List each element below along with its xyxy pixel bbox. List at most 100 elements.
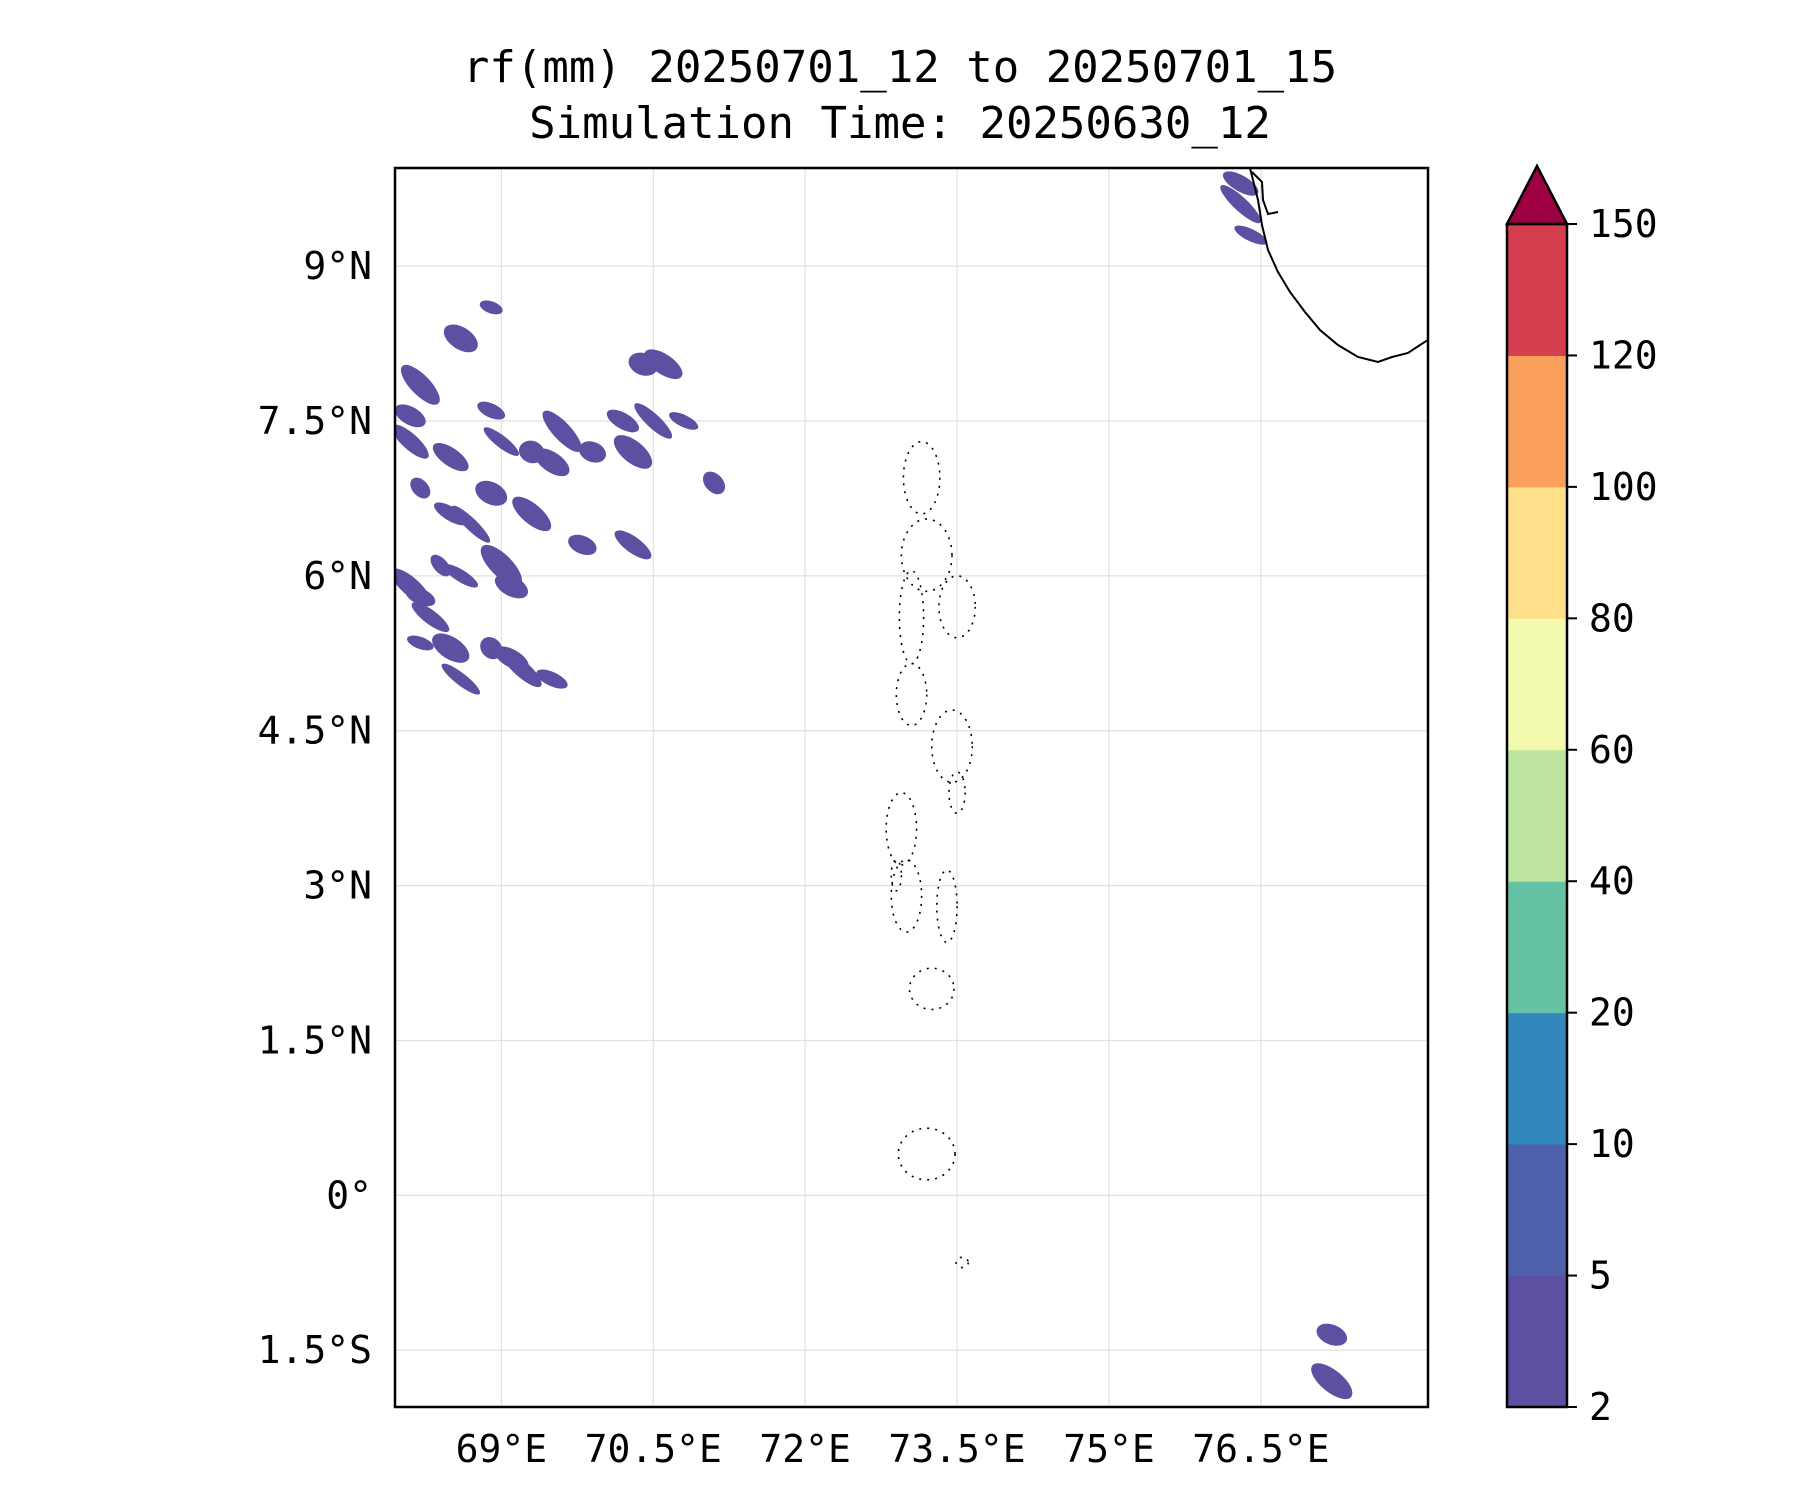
atoll-outline: [936, 869, 958, 944]
atoll-outline: [902, 440, 941, 515]
atoll-outline: [898, 569, 925, 665]
rain-cell: [614, 530, 652, 560]
atoll-outline: [955, 1256, 970, 1269]
rain-cell: [702, 471, 726, 495]
rain-cell: [501, 650, 542, 688]
lon-tick-label: 76.5°E: [1192, 1427, 1329, 1471]
rain-cell: [1311, 1363, 1353, 1400]
lon-tick-label: 73.5°E: [888, 1427, 1025, 1471]
latitude-tick-labels: 9°N 7.5°N 6°N 4.5°N 3°N 1.5°N 0° 1.5°S: [258, 244, 372, 1372]
colorbar-tick-label: 40: [1589, 859, 1635, 903]
lat-tick-label: 7.5°N: [258, 399, 372, 443]
colorbar-segment: [1507, 618, 1567, 751]
rain-cell: [400, 364, 440, 405]
rain-cell: [405, 586, 436, 607]
colorbar-tick-label: 5: [1589, 1254, 1612, 1298]
rain-cell: [578, 441, 606, 463]
atoll-outline: [938, 575, 977, 639]
atoll-outline: [930, 709, 974, 784]
rain-cell: [430, 554, 451, 577]
lat-tick-label: 1.5°S: [258, 1328, 372, 1372]
rain-cell: [479, 300, 503, 315]
rain-cell: [634, 403, 673, 439]
lon-tick-label: 72°E: [759, 1427, 851, 1471]
maldives-atolls: [885, 440, 977, 1269]
colorbar-tick-label: 100: [1589, 465, 1658, 509]
rainfall-field: [395, 171, 1353, 1400]
colorbar-segment: [1507, 881, 1567, 1014]
atoll-outline: [948, 771, 966, 815]
rain-cell: [1222, 171, 1259, 196]
rain-cell: [475, 480, 508, 506]
colorbar-tick-label: 10: [1589, 1122, 1635, 1166]
colorbar-tick-label: 20: [1589, 991, 1635, 1035]
india-coastline: [1249, 168, 1428, 364]
rain-cell: [644, 349, 683, 380]
lat-tick-label: 1.5°N: [258, 1018, 372, 1062]
colorbar-segment: [1507, 749, 1567, 882]
atoll-outline: [885, 791, 918, 866]
gridlines: [395, 168, 1428, 1407]
rain-cell: [534, 448, 570, 477]
rain-cell: [536, 669, 568, 689]
rain-cell: [411, 602, 450, 633]
colorbar-frame: [1505, 222, 1569, 1409]
coastlines: [1249, 168, 1428, 364]
colorbar-extend-arrow: [1504, 163, 1570, 226]
chart-title-line2: Simulation Time: 20250630_12: [529, 98, 1271, 149]
colorbar-tick-label: 2: [1589, 1385, 1612, 1429]
colorbar-segment: [1507, 1275, 1567, 1408]
rain-cell: [477, 401, 506, 420]
lat-tick-label: 3°N: [303, 864, 372, 908]
colorbar-segment: [1507, 355, 1567, 488]
rain-cell: [432, 633, 470, 663]
colorbar: 2 5 10 20 40 60 80 100 120 150: [1504, 163, 1658, 1429]
rain-cell: [494, 573, 529, 599]
longitude-tick-labels: 69°E 70.5°E 72°E 73.5°E 75°E 76.5°E: [456, 1427, 1330, 1471]
rain-cell: [451, 505, 491, 543]
atoll-outline: [890, 858, 923, 933]
lon-tick-label: 69°E: [456, 1427, 548, 1471]
rain-cell: [483, 427, 520, 456]
lon-tick-label: 70.5°E: [585, 1427, 722, 1471]
atoll-outline: [908, 967, 955, 1011]
rain-cell: [1220, 185, 1261, 224]
lat-tick-label: 0°: [326, 1173, 372, 1217]
atoll-outline: [897, 1127, 956, 1181]
atoll-outline: [890, 858, 903, 892]
colorbar-segment: [1507, 1144, 1567, 1277]
rain-cell: [613, 435, 653, 469]
coast-detail: [1251, 171, 1279, 216]
rain-cell: [1316, 1323, 1348, 1346]
rain-cell: [441, 663, 481, 695]
colorbar-tick-label: 120: [1589, 333, 1658, 377]
rain-cell: [443, 564, 479, 588]
lat-tick-label: 9°N: [303, 244, 372, 288]
map-frame: [393, 166, 1430, 1409]
rain-cell: [512, 496, 552, 532]
colorbar-tick-label: 80: [1589, 596, 1635, 640]
atoll-outline: [900, 518, 953, 593]
colorbar-tick-label: 60: [1589, 728, 1635, 772]
atoll-outline: [895, 662, 928, 727]
rain-cell: [432, 442, 469, 472]
rain-cell: [407, 635, 434, 651]
rain-cell: [395, 404, 426, 428]
colorbar-segment: [1507, 486, 1567, 619]
colorbar-segment: [1507, 1012, 1567, 1145]
rain-cell: [669, 412, 699, 430]
rain-cell: [395, 424, 429, 459]
rain-cell: [606, 409, 639, 433]
rain-cell: [410, 477, 431, 499]
rain-cell: [443, 324, 478, 353]
colorbar-segment: [1507, 224, 1567, 356]
chart-title-line1: rf(mm) 20250701_12 to 20250701_15: [462, 42, 1338, 93]
rain-cell: [568, 534, 597, 556]
lat-tick-label: 4.5°N: [258, 709, 372, 753]
lon-tick-label: 75°E: [1063, 1427, 1155, 1471]
lat-tick-label: 6°N: [303, 554, 372, 598]
rain-cell: [542, 410, 582, 452]
colorbar-tick-label: 150: [1589, 202, 1658, 246]
rain-cell: [1234, 225, 1268, 245]
